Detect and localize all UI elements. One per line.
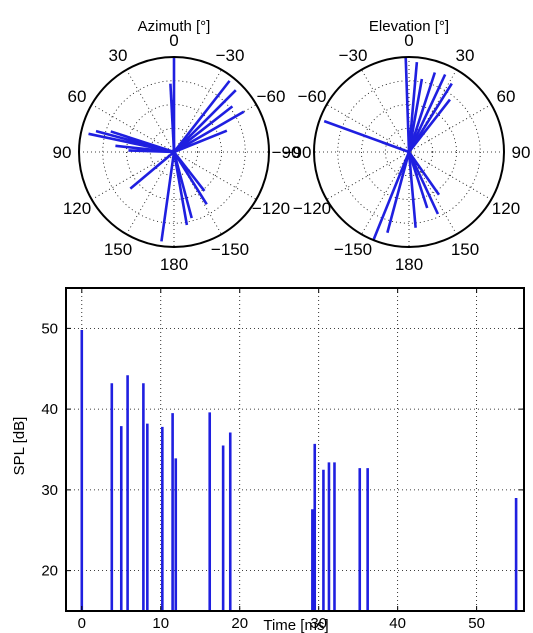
elevation-angle-label: −150	[334, 240, 372, 259]
elevation-angle-label: −60	[298, 87, 327, 106]
bar-chart-axes-box	[65, 287, 525, 612]
azimuth-angle-label: 0	[169, 31, 178, 50]
bar-chart-grid	[66, 288, 524, 611]
elevation-angle-label: −120	[293, 199, 331, 218]
elevation-angle-label: 120	[492, 199, 520, 218]
azimuth-grid-ring	[149, 127, 199, 177]
elevation-ray	[407, 61, 419, 153]
elevation-rays	[323, 57, 453, 241]
elevation-ray	[407, 151, 441, 196]
azimuth-angle-label: 180	[160, 255, 188, 274]
elevation-ray	[407, 72, 437, 153]
bar-chart-bars	[80, 329, 518, 611]
azimuth-ray	[129, 151, 175, 190]
azimuth-polar-plot: Azimuth [°] 0 −30 −60 −90 −120 −150 180 150 120 9…	[53, 18, 301, 274]
x-tick-label: 0	[78, 615, 86, 632]
elevation-grid-ring	[361, 104, 457, 200]
y-tick-label: 40	[41, 401, 58, 418]
azimuth-ray	[160, 151, 176, 242]
azimuth-ray	[173, 110, 245, 154]
x-tick-label: 10	[152, 615, 169, 632]
bar-chart-ylabel: SPL [dB]	[11, 417, 28, 476]
azimuth-ray	[172, 80, 231, 153]
azimuth-angle-label: −60	[257, 87, 286, 106]
elevation-angle-label: 90	[512, 143, 531, 162]
azimuth-angle-label: 30	[109, 46, 128, 65]
azimuth-angle-label: 150	[104, 240, 132, 259]
y-tick-label: 20	[41, 563, 58, 580]
elevation-ray	[323, 119, 410, 154]
elevation-polar-grid	[314, 57, 504, 247]
elevation-angle-label: 60	[497, 87, 516, 106]
azimuth-angle-labels: 0 −30 −60 −90 −120 −150 180 150 120 90 60 30	[53, 31, 301, 274]
azimuth-ray	[128, 149, 175, 154]
x-tick-label: 40	[389, 615, 406, 632]
azimuth-angle-label: −120	[252, 199, 290, 218]
elevation-outer-circle	[313, 56, 505, 248]
elevation-angle-label: −90	[283, 143, 312, 162]
azimuth-rays	[88, 57, 245, 242]
azimuth-angle-label: −90	[272, 143, 301, 162]
azimuth-grid-ring	[126, 104, 222, 200]
bar-chart-ticks: 0 10 20 30 40 50 20 30 40 50	[41, 288, 524, 632]
elevation-title: Elevation [°]	[369, 18, 449, 35]
elevation-ray	[407, 151, 417, 228]
elevation-grid-ring	[384, 127, 434, 177]
azimuth-grid-ring	[102, 80, 246, 224]
elevation-angle-labels: 0 30 60 90 120 150 180 −150 −120 −90 −60 −30	[283, 31, 531, 274]
azimuth-angle-label: −150	[211, 240, 249, 259]
elevation-angle-label: 30	[456, 46, 475, 65]
azimuth-ray	[172, 151, 193, 219]
elevation-angle-label: 180	[395, 255, 423, 274]
azimuth-angle-label: −30	[216, 46, 245, 65]
azimuth-ray	[172, 151, 206, 192]
elevation-angle-label: −30	[339, 46, 368, 65]
azimuth-ray	[171, 99, 176, 153]
azimuth-outer-circle	[78, 56, 270, 248]
azimuth-title: Azimuth [°]	[138, 18, 211, 35]
y-tick-label: 30	[41, 482, 58, 499]
azimuth-ray	[173, 105, 234, 154]
elevation-ray	[386, 151, 411, 234]
elevation-ray	[404, 57, 411, 153]
azimuth-ray	[173, 129, 228, 154]
x-tick-label: 20	[231, 615, 248, 632]
azimuth-polar-grid	[79, 57, 269, 247]
elevation-ray	[407, 78, 424, 153]
elevation-grid-ring	[337, 80, 481, 224]
elevation-ray	[372, 151, 411, 241]
bar-chart-xlabel: Time [ms]	[263, 617, 328, 633]
x-tick-label: 30	[310, 615, 327, 632]
spl-time-chart: 0 10 20 30 40 50 20 30 40 50 Time [ms] SPL [dB]	[11, 287, 525, 633]
elevation-angle-label: 0	[404, 31, 413, 50]
elevation-ray	[407, 73, 447, 153]
azimuth-angle-label: 90	[53, 143, 72, 162]
azimuth-ray	[173, 89, 237, 153]
elevation-ray	[407, 82, 453, 153]
azimuth-angle-label: 120	[63, 199, 91, 218]
elevation-polar-plot: Elevation [°] 0 30 60 90 120 150 180 −150 −120 −9…	[283, 18, 531, 274]
elevation-angle-label: 150	[451, 240, 479, 259]
azimuth-angle-label: 60	[68, 87, 87, 106]
elevation-ray	[407, 151, 429, 209]
y-tick-label: 50	[41, 320, 58, 337]
azimuth-ray	[88, 132, 175, 154]
elevation-ray	[407, 98, 451, 153]
x-tick-label: 50	[468, 615, 485, 632]
elevation-ray	[407, 151, 440, 215]
